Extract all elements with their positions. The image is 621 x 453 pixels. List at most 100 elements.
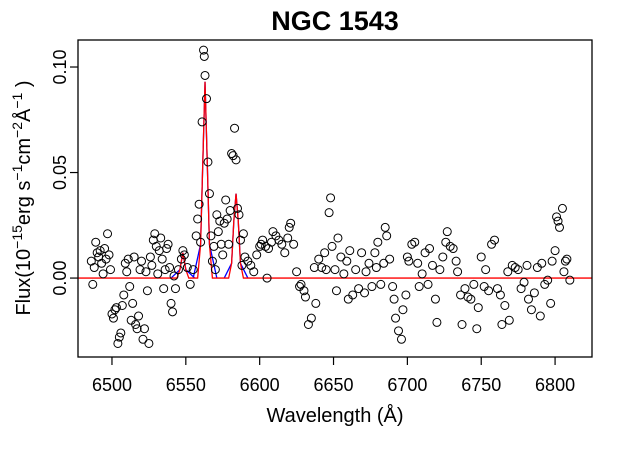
data-point xyxy=(103,229,113,239)
data-point xyxy=(490,235,500,245)
data-point xyxy=(200,70,210,80)
data-point xyxy=(135,265,145,275)
data-point xyxy=(396,334,406,344)
data-point xyxy=(126,315,136,325)
data-point xyxy=(427,260,437,270)
data-point xyxy=(389,294,399,304)
data-point xyxy=(401,290,411,300)
x-tick-label: 6700 xyxy=(387,375,427,395)
data-point xyxy=(559,267,569,277)
data-point xyxy=(442,227,452,237)
data-point xyxy=(225,206,235,216)
data-point xyxy=(535,311,545,321)
data-point xyxy=(207,256,217,266)
data-point xyxy=(100,244,110,254)
data-point xyxy=(144,338,154,348)
data-point xyxy=(113,338,123,348)
data-point xyxy=(357,248,367,258)
y-label-part: Flux(10 xyxy=(13,249,35,316)
data-point xyxy=(138,334,148,344)
data-point xyxy=(203,157,213,167)
data-point xyxy=(213,227,223,237)
data-point xyxy=(463,292,473,302)
data-point xyxy=(479,282,489,292)
data-point xyxy=(361,267,371,277)
data-point xyxy=(552,212,562,222)
data-point xyxy=(280,248,290,258)
data-point xyxy=(330,265,340,275)
data-point xyxy=(179,250,189,260)
data-point xyxy=(191,231,201,241)
data-point xyxy=(565,275,575,285)
x-tick-label: 6600 xyxy=(240,375,280,395)
data-point xyxy=(147,260,157,270)
data-point xyxy=(128,298,138,308)
y-label-part: Å xyxy=(12,108,35,122)
data-point xyxy=(111,303,121,313)
data-point xyxy=(284,222,294,232)
data-point xyxy=(380,222,390,232)
data-point xyxy=(469,279,479,289)
data-point xyxy=(314,254,324,264)
data-point xyxy=(142,286,152,296)
data-point xyxy=(108,313,118,323)
data-point xyxy=(122,267,132,277)
data-point xyxy=(125,282,135,292)
data-point xyxy=(110,305,120,315)
data-point xyxy=(445,241,455,251)
data-point xyxy=(425,244,435,254)
data-point xyxy=(145,252,155,262)
data-point xyxy=(163,239,173,249)
data-point xyxy=(252,250,262,260)
data-point xyxy=(300,292,310,302)
data-point xyxy=(222,214,232,224)
data-point xyxy=(168,307,178,317)
data-point xyxy=(134,311,144,321)
data-point xyxy=(196,237,206,247)
data-point xyxy=(373,237,383,247)
data-point xyxy=(210,265,220,275)
data-point xyxy=(119,290,129,300)
data-point xyxy=(104,250,114,260)
data-point xyxy=(473,303,483,313)
data-point xyxy=(402,252,412,262)
data-point xyxy=(227,149,237,159)
x-tick-label: 6550 xyxy=(166,375,206,395)
data-point xyxy=(299,286,309,296)
data-point xyxy=(237,260,247,270)
data-point xyxy=(262,273,272,283)
data-point xyxy=(529,288,539,298)
chart-title: NGC 1543 xyxy=(271,6,399,36)
data-point xyxy=(137,256,147,266)
data-point xyxy=(159,284,169,294)
data-point xyxy=(503,267,513,277)
data-point xyxy=(153,269,163,279)
data-point xyxy=(370,248,380,258)
x-axis-label: Wavelength (Å) xyxy=(266,404,403,427)
y-label-part: cm xyxy=(13,138,35,165)
x-tick-label: 6500 xyxy=(92,375,132,395)
data-point xyxy=(495,290,505,300)
data-point xyxy=(460,284,470,294)
data-point xyxy=(324,208,334,218)
data-point xyxy=(354,284,364,294)
data-point xyxy=(343,294,353,304)
data-point xyxy=(481,265,491,275)
data-point xyxy=(321,265,331,275)
y-tick-label: 0.05 xyxy=(50,155,70,190)
data-point xyxy=(162,244,172,254)
data-point xyxy=(532,263,542,273)
data-point xyxy=(327,241,337,251)
data-point xyxy=(169,271,179,281)
data-point xyxy=(438,252,448,262)
data-point xyxy=(131,319,141,329)
data-point xyxy=(451,256,461,266)
data-point xyxy=(448,244,458,254)
data-point xyxy=(224,239,234,249)
data-point xyxy=(249,267,259,277)
data-point xyxy=(420,248,430,258)
data-point xyxy=(394,326,404,336)
y-axis-label: Flux(10−15erg s−1cm−2Å−1 ) xyxy=(9,80,35,315)
data-point xyxy=(209,241,219,251)
